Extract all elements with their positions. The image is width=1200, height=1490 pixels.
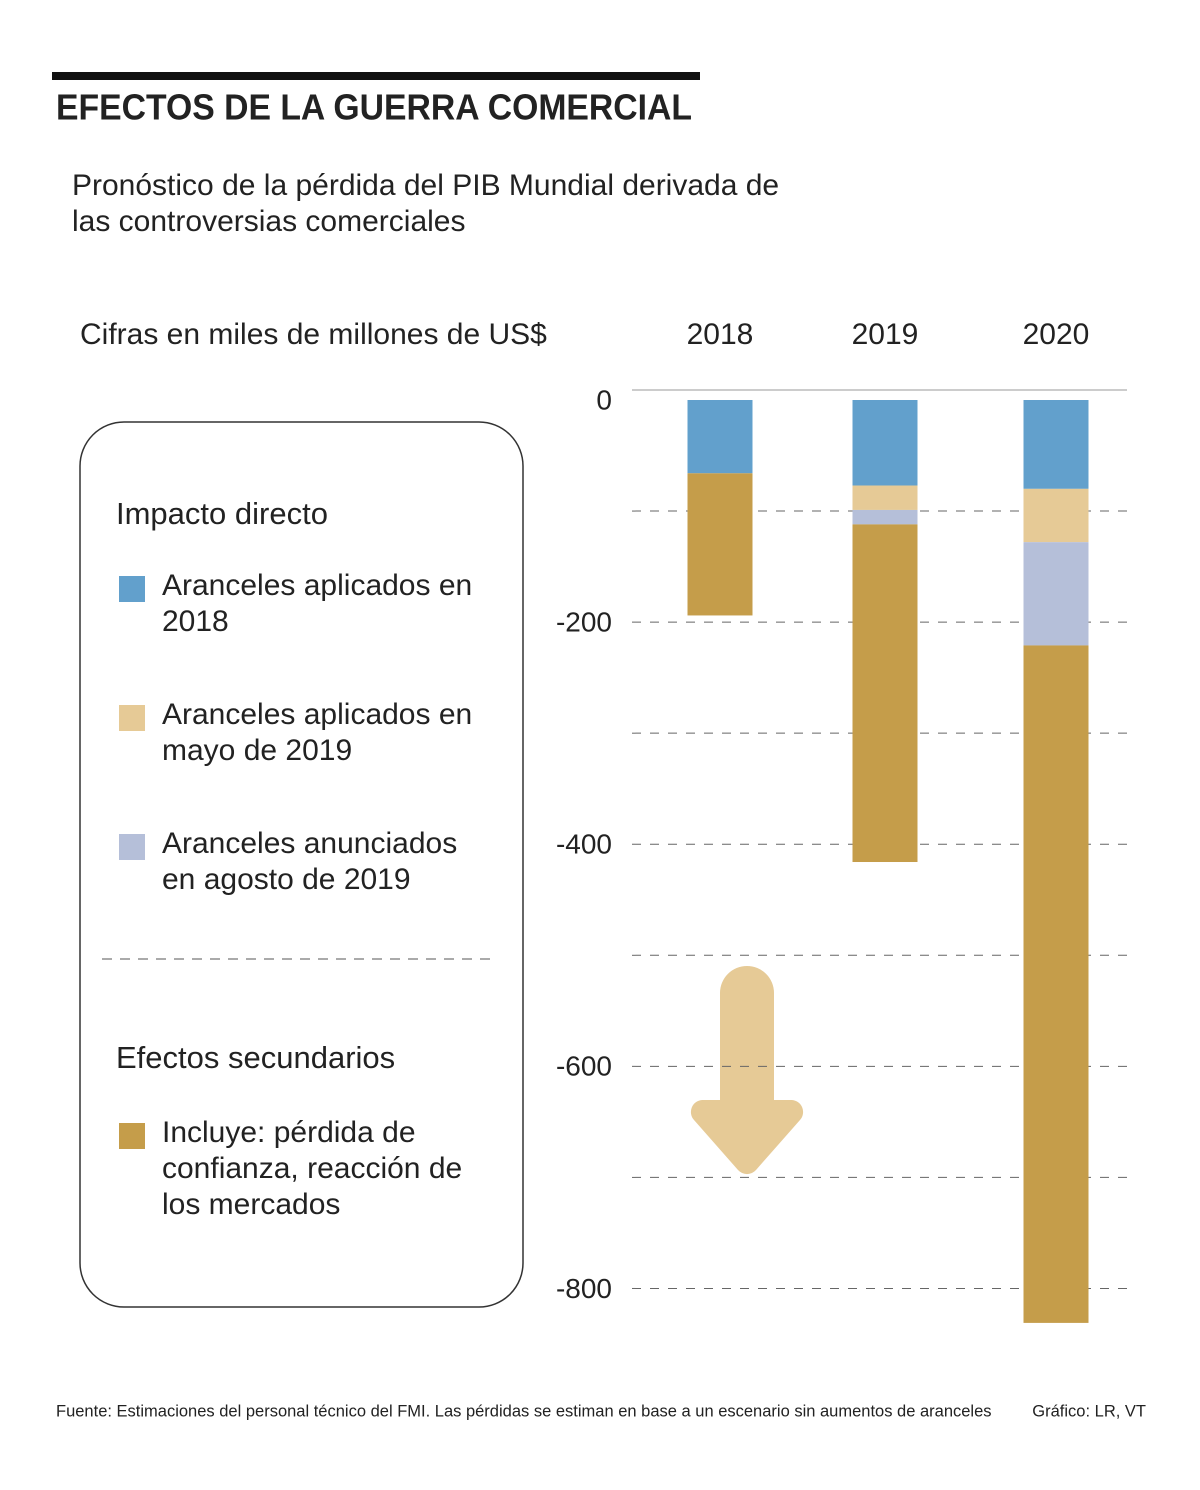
legend-label: Aranceles anunciados en agosto de 2019 xyxy=(162,827,458,896)
bar-segment xyxy=(1023,542,1089,646)
legend-box xyxy=(79,421,524,1308)
x-tick-label: 2020 xyxy=(1023,318,1090,351)
x-tick-label: 2019 xyxy=(852,318,919,351)
y-axis-label: Cifras en miles de millones de US$ xyxy=(80,318,547,351)
bar-segment xyxy=(1023,645,1089,1323)
y-tick-label: -800 xyxy=(556,1273,612,1304)
credit: Gráfico: LR, VT xyxy=(1032,1402,1146,1420)
bar-segment xyxy=(687,400,753,474)
bar-segment xyxy=(852,400,918,486)
legend-swatch xyxy=(119,1123,145,1149)
bar-segment xyxy=(1023,488,1089,543)
y-tick-label: -400 xyxy=(556,829,612,860)
x-tick-label: 2018 xyxy=(687,318,754,351)
bar-segment xyxy=(852,485,918,510)
legend-label: Aranceles aplicados en mayo de 2019 xyxy=(162,698,473,767)
down-arrow xyxy=(690,966,804,1175)
bar-segment xyxy=(687,473,753,616)
title-rule xyxy=(52,72,700,80)
legend-group-title: Impacto directo xyxy=(116,496,328,531)
y-tick-label: -600 xyxy=(556,1051,612,1082)
y-tick-label: -200 xyxy=(556,607,612,638)
bar-segment xyxy=(1023,400,1089,489)
legend-label: Aranceles aplicados en 2018 xyxy=(162,569,473,638)
bar-segment xyxy=(852,524,918,863)
source: Fuente: Estimaciones del personal técnic… xyxy=(56,1402,992,1420)
legend-group-title: Efectos secundarios xyxy=(116,1040,396,1075)
legend-swatch xyxy=(119,576,145,602)
bar-segment xyxy=(852,509,918,525)
y-tick-label: 0 xyxy=(596,384,612,415)
legend-label: Incluye: pérdida de confianza, reacción … xyxy=(162,1116,463,1221)
legend-swatch xyxy=(119,834,145,860)
subtitle: Pronóstico de la pérdida del PIB Mundial… xyxy=(72,169,780,238)
legend-swatch xyxy=(119,705,145,731)
chart-title: EFECTOS DE LA GUERRA COMERCIAL xyxy=(56,87,692,128)
